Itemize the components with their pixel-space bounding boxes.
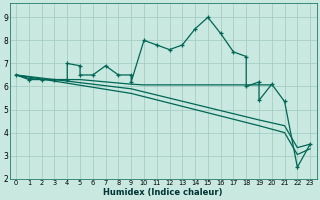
X-axis label: Humidex (Indice chaleur): Humidex (Indice chaleur): [103, 188, 223, 197]
